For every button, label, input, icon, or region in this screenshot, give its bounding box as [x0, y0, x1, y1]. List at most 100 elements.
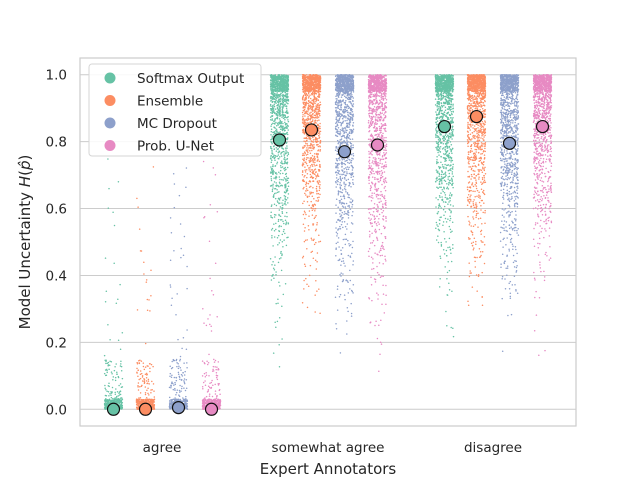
- data-point: [306, 306, 309, 309]
- data-point: [170, 304, 173, 307]
- data-point: [276, 200, 279, 202]
- data-point: [315, 141, 318, 144]
- data-point: [137, 206, 139, 208]
- data-point: [350, 148, 353, 151]
- data-point: [206, 363, 209, 366]
- data-point: [141, 402, 144, 404]
- data-point: [179, 223, 182, 225]
- data-point: [214, 390, 217, 392]
- data-point: [307, 106, 310, 108]
- data-point: [317, 153, 319, 155]
- data-point: [202, 387, 204, 390]
- data-point: [308, 229, 310, 231]
- data-point: [171, 297, 173, 299]
- data-point: [275, 102, 277, 104]
- data-point: [120, 404, 122, 407]
- data-point: [281, 204, 284, 207]
- data-point: [317, 86, 320, 88]
- data-point: [285, 74, 287, 77]
- data-point: [281, 98, 284, 101]
- data-point: [210, 330, 213, 332]
- data-point: [339, 121, 342, 124]
- data-point: [283, 100, 286, 102]
- data-point: [315, 185, 318, 188]
- data-point: [270, 125, 272, 127]
- data-point: [273, 103, 276, 105]
- data-point: [115, 395, 118, 398]
- data-point: [315, 176, 318, 178]
- data-point: [215, 400, 217, 402]
- data-point: [303, 99, 306, 101]
- data-point: [110, 360, 113, 363]
- data-point: [336, 183, 339, 186]
- data-point: [306, 172, 309, 175]
- data-point: [279, 131, 281, 133]
- data-point: [120, 403, 122, 406]
- data-point: [270, 157, 272, 160]
- data-point: [145, 372, 148, 375]
- data-point: [345, 117, 347, 119]
- data-point: [143, 398, 145, 401]
- data-point: [105, 406, 108, 408]
- data-point: [119, 401, 122, 403]
- data-point: [214, 173, 217, 176]
- data-point: [346, 126, 348, 128]
- data-point: [104, 406, 106, 408]
- data-point: [307, 90, 309, 93]
- data-point: [312, 82, 314, 85]
- data-point: [270, 96, 273, 98]
- data-point: [283, 127, 286, 130]
- data-point: [349, 208, 352, 210]
- data-point: [171, 403, 173, 405]
- data-point: [178, 394, 180, 396]
- data-point: [335, 328, 338, 330]
- data-point: [183, 378, 186, 380]
- data-point: [319, 75, 321, 77]
- data-point: [270, 88, 272, 91]
- data-point: [271, 263, 273, 266]
- data-point: [309, 101, 311, 104]
- data-point: [186, 399, 188, 401]
- data-point: [140, 372, 143, 375]
- data-point: [287, 119, 289, 121]
- data-point: [304, 192, 306, 195]
- data-point: [281, 80, 284, 83]
- data-point: [271, 167, 274, 170]
- data-point: [318, 96, 320, 98]
- data-point: [171, 381, 173, 383]
- data-point: [287, 78, 289, 81]
- data-point: [271, 138, 273, 140]
- data-point: [304, 88, 307, 90]
- data-point: [283, 90, 286, 92]
- data-point: [319, 101, 321, 104]
- data-point: [275, 177, 277, 180]
- data-point: [317, 113, 320, 115]
- data-point: [282, 230, 285, 233]
- data-point: [169, 375, 171, 378]
- data-point: [207, 318, 209, 320]
- data-point: [139, 396, 142, 399]
- data-point: [343, 158, 345, 161]
- data-point: [281, 212, 284, 215]
- data-point: [315, 214, 317, 217]
- data-point: [276, 237, 279, 239]
- data-point: [180, 378, 183, 381]
- data-point: [302, 255, 305, 258]
- data-point: [284, 169, 286, 172]
- data-point: [139, 386, 141, 388]
- data-point: [306, 102, 308, 104]
- data-point: [306, 283, 308, 285]
- data-point: [273, 277, 275, 280]
- data-point: [281, 166, 284, 168]
- data-point: [287, 102, 289, 105]
- data-point: [311, 149, 313, 152]
- data-point: [307, 102, 309, 105]
- data-point: [272, 273, 274, 276]
- data-point: [287, 120, 290, 123]
- data-point: [218, 403, 220, 405]
- data-point: [317, 99, 320, 102]
- data-point: [344, 186, 346, 188]
- data-point: [273, 126, 275, 128]
- data-point: [286, 90, 289, 93]
- data-point: [272, 165, 274, 168]
